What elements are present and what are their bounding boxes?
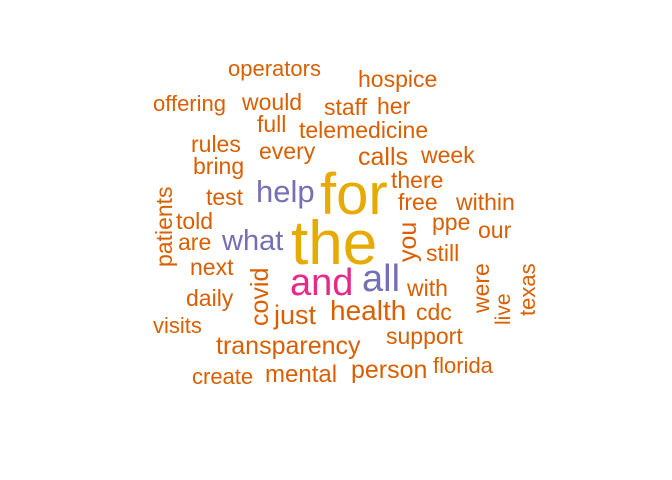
word-are: are xyxy=(178,229,212,255)
word-the: the xyxy=(291,209,378,278)
word-for: for xyxy=(320,162,388,227)
word-hospice: hospice xyxy=(358,66,438,92)
word-daily: daily xyxy=(186,285,234,311)
word-told: told xyxy=(176,208,214,234)
word-transparency: transparency xyxy=(216,332,361,360)
word-telemedicine: telemedicine xyxy=(299,117,429,143)
word-still: still xyxy=(426,240,460,266)
word-just: just xyxy=(274,300,317,330)
word-were: were xyxy=(468,263,494,313)
word-support: support xyxy=(386,323,463,349)
word-there: there xyxy=(391,167,444,193)
word-bring: bring xyxy=(193,153,245,179)
word-ppe: ppe xyxy=(432,209,471,235)
word-person: person xyxy=(351,356,428,384)
word-staff: staff xyxy=(324,94,368,120)
word-with: with xyxy=(407,275,448,301)
word-free: free xyxy=(398,189,438,215)
word-calls: calls xyxy=(358,143,409,171)
word-and: and xyxy=(290,262,354,304)
word-within: within xyxy=(456,189,515,215)
word-patients: patients xyxy=(151,186,177,267)
word-cdc: cdc xyxy=(416,299,452,325)
word-her: her xyxy=(377,93,411,119)
word-florida: florida xyxy=(433,353,493,378)
word-offering: offering xyxy=(153,91,226,116)
word-our: our xyxy=(478,217,512,243)
word-visits: visits xyxy=(153,313,202,338)
word-live: live xyxy=(492,293,515,325)
word-what: what xyxy=(222,225,284,257)
word-week: week xyxy=(421,142,475,168)
word-every: every xyxy=(259,138,316,164)
word-rules: rules xyxy=(191,131,241,157)
word-test: test xyxy=(206,184,244,210)
word-covid: covid xyxy=(246,267,274,326)
word-operators: operators xyxy=(228,56,321,81)
word-all: all xyxy=(362,258,401,300)
word-you: you xyxy=(394,221,422,262)
word-health: health xyxy=(330,295,407,326)
word-mental: mental xyxy=(265,361,338,388)
word-next: next xyxy=(190,254,234,280)
word-texas: texas xyxy=(515,263,540,316)
word-would: would xyxy=(242,89,303,115)
word-create: create xyxy=(192,364,254,389)
word-full: full xyxy=(257,111,287,137)
word-help: help xyxy=(256,174,315,209)
